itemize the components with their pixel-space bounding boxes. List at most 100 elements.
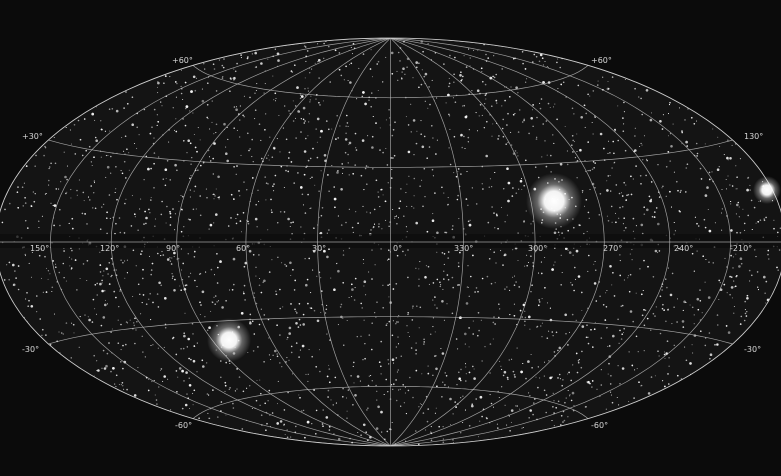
star bbox=[181, 195, 184, 198]
star bbox=[447, 93, 450, 97]
star bbox=[357, 431, 359, 434]
star bbox=[156, 293, 159, 295]
star bbox=[265, 199, 267, 201]
star bbox=[462, 395, 464, 397]
star bbox=[96, 360, 98, 362]
star bbox=[348, 141, 352, 145]
star bbox=[265, 113, 267, 115]
star bbox=[778, 249, 781, 251]
star bbox=[609, 175, 611, 177]
star bbox=[422, 412, 425, 414]
star bbox=[630, 175, 632, 178]
star bbox=[443, 270, 445, 272]
star bbox=[213, 68, 216, 70]
star bbox=[310, 95, 312, 97]
star bbox=[348, 63, 351, 66]
star bbox=[172, 107, 174, 109]
star bbox=[178, 200, 180, 202]
star bbox=[487, 57, 490, 59]
star bbox=[538, 304, 540, 307]
star bbox=[442, 288, 444, 290]
star bbox=[645, 89, 649, 92]
star bbox=[161, 105, 163, 107]
star bbox=[544, 60, 546, 63]
star bbox=[363, 423, 366, 427]
star bbox=[143, 223, 145, 225]
star bbox=[305, 95, 307, 97]
star bbox=[112, 367, 115, 370]
star bbox=[455, 406, 457, 408]
star bbox=[66, 191, 68, 193]
star bbox=[644, 309, 647, 312]
star bbox=[214, 295, 217, 297]
star bbox=[364, 357, 366, 360]
star bbox=[653, 216, 656, 218]
star bbox=[517, 155, 519, 157]
star bbox=[468, 223, 472, 227]
star bbox=[427, 107, 429, 109]
star bbox=[421, 145, 425, 149]
star bbox=[108, 194, 111, 196]
star bbox=[111, 274, 113, 276]
star bbox=[120, 259, 122, 262]
star bbox=[640, 183, 642, 185]
star bbox=[158, 156, 160, 158]
star bbox=[334, 206, 336, 209]
star bbox=[317, 61, 319, 63]
star bbox=[384, 200, 387, 203]
star bbox=[568, 331, 571, 333]
star bbox=[501, 368, 503, 370]
star bbox=[408, 335, 411, 338]
star bbox=[246, 189, 248, 191]
star bbox=[506, 214, 508, 216]
star bbox=[669, 160, 671, 162]
star bbox=[500, 250, 502, 252]
star bbox=[305, 137, 307, 140]
star bbox=[366, 211, 368, 213]
star bbox=[708, 261, 710, 263]
star bbox=[405, 116, 407, 118]
star bbox=[102, 316, 106, 319]
lon-label: 90° bbox=[166, 244, 180, 253]
star bbox=[407, 314, 409, 316]
star bbox=[121, 172, 124, 175]
star bbox=[312, 249, 316, 253]
star bbox=[45, 192, 47, 195]
star bbox=[206, 393, 209, 395]
star bbox=[491, 206, 493, 208]
star bbox=[600, 337, 603, 339]
star bbox=[395, 283, 398, 285]
star bbox=[739, 158, 741, 160]
star bbox=[423, 167, 426, 170]
star bbox=[634, 369, 636, 371]
star bbox=[468, 295, 470, 297]
star bbox=[606, 189, 609, 192]
star bbox=[418, 327, 420, 329]
star bbox=[170, 263, 173, 265]
star bbox=[481, 415, 483, 418]
star bbox=[333, 186, 336, 188]
star bbox=[71, 249, 73, 252]
star bbox=[333, 197, 337, 201]
star bbox=[412, 307, 414, 309]
star bbox=[562, 379, 564, 381]
star bbox=[551, 419, 553, 422]
star bbox=[260, 392, 262, 395]
star bbox=[152, 344, 154, 346]
star bbox=[669, 293, 673, 297]
star bbox=[216, 282, 219, 284]
star bbox=[271, 211, 273, 214]
star bbox=[567, 416, 569, 418]
star bbox=[499, 360, 501, 362]
star bbox=[320, 129, 323, 133]
star bbox=[668, 365, 670, 367]
star bbox=[724, 257, 726, 259]
star bbox=[415, 61, 419, 64]
star bbox=[594, 162, 596, 164]
star bbox=[492, 123, 494, 125]
star bbox=[365, 431, 368, 434]
star bbox=[524, 324, 526, 326]
star bbox=[577, 275, 581, 278]
star bbox=[622, 117, 624, 119]
star bbox=[452, 286, 455, 289]
